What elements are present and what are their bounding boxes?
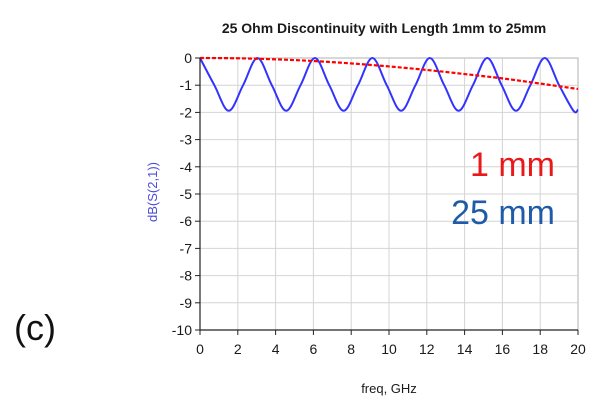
y-tick-label: -7 [180, 240, 193, 256]
y-tick-label: 0 [184, 50, 192, 66]
y-tick-label: -5 [180, 186, 193, 202]
x-tick-label: 14 [457, 341, 473, 357]
x-tick-label: 10 [381, 341, 397, 357]
x-tick-label: 16 [495, 341, 511, 357]
chart-title: 25 Ohm Discontinuity with Length 1mm to … [222, 20, 546, 36]
x-tick-label: 18 [532, 341, 548, 357]
y-tick-label: -8 [180, 268, 193, 284]
series-line-25mm [199, 56, 579, 114]
y-tick-label: -3 [180, 132, 193, 148]
y-tick-label: -9 [180, 295, 193, 311]
y-axis-label: dB(S(2,1)) [145, 162, 160, 222]
x-tick-label: 4 [272, 341, 280, 357]
y-tick-label: -4 [180, 159, 193, 175]
x-tick-label: 20 [570, 341, 586, 357]
panel-label: (c) [14, 307, 56, 348]
y-tick-label: -2 [180, 104, 193, 120]
x-tick-label: 6 [310, 341, 318, 357]
x-tick-label: 0 [196, 341, 204, 357]
y-tick-label: -10 [172, 322, 192, 338]
y-tick-label: -1 [180, 77, 193, 93]
series-layer [199, 56, 579, 114]
x-tick-label: 2 [234, 341, 242, 357]
ticks: 0-1-2-3-4-5-6-7-8-9-100 2 4 6 8 10 12 14 16 18 20 [172, 50, 586, 357]
x-axis-label: freq, GHz [361, 381, 417, 396]
y-tick-label: -6 [180, 213, 193, 229]
x-tick-label: 12 [419, 341, 435, 357]
grid [200, 58, 578, 330]
x-tick-label: 8 [347, 341, 355, 357]
annotation-1mm: 1 mm [470, 146, 555, 184]
annotation-25mm: 25 mm [451, 194, 555, 232]
series-line-1mm [199, 56, 579, 91]
